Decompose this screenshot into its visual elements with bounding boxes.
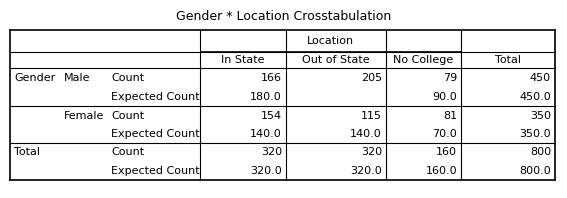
Text: Out of State: Out of State [302,55,370,65]
Text: In State: In State [221,55,265,65]
Text: 140.0: 140.0 [250,129,282,139]
Text: Expected Count: Expected Count [111,92,200,102]
Text: 81: 81 [443,110,457,121]
Text: 160.0: 160.0 [425,166,457,175]
Text: Gender * Location Crosstabulation: Gender * Location Crosstabulation [176,10,391,23]
Text: 320: 320 [361,147,382,157]
Text: 350: 350 [530,110,551,121]
Text: 205: 205 [361,73,382,83]
Text: Total: Total [14,147,40,157]
Text: 320.0: 320.0 [350,166,382,175]
Text: Count: Count [111,147,144,157]
Text: 140.0: 140.0 [350,129,382,139]
Text: 180.0: 180.0 [250,92,282,102]
Text: 90.0: 90.0 [432,92,457,102]
Text: No College: No College [393,55,454,65]
Text: Expected Count: Expected Count [111,129,200,139]
Text: 166: 166 [261,73,282,83]
Text: Count: Count [111,110,144,121]
Text: 320.0: 320.0 [250,166,282,175]
Text: Total: Total [495,55,521,65]
Text: Gender: Gender [14,73,55,83]
Text: 450: 450 [530,73,551,83]
Text: 79: 79 [443,73,457,83]
Text: 115: 115 [361,110,382,121]
Text: 800.0: 800.0 [519,166,551,175]
Text: 320: 320 [261,147,282,157]
Text: Count: Count [111,73,144,83]
Text: 450.0: 450.0 [519,92,551,102]
Text: Female: Female [64,110,104,121]
Text: 800: 800 [530,147,551,157]
Text: Location: Location [307,36,354,46]
Text: 160: 160 [436,147,457,157]
Text: 154: 154 [261,110,282,121]
Text: 350.0: 350.0 [519,129,551,139]
Text: 70.0: 70.0 [432,129,457,139]
Text: Expected Count: Expected Count [111,166,200,175]
Text: Male: Male [64,73,91,83]
